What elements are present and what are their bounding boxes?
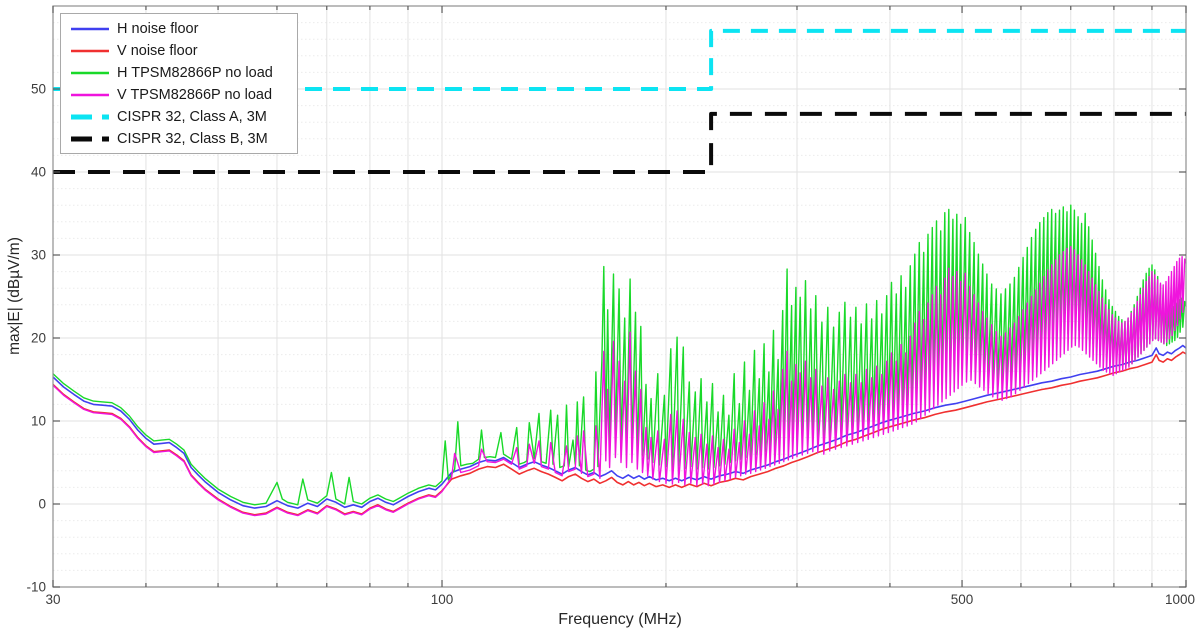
legend-item: CISPR 32, Class B, 3M	[61, 128, 297, 150]
legend-line-sample	[71, 136, 109, 142]
x-tick-label: 500	[951, 592, 974, 607]
x-axis-label: Frequency (MHz)	[558, 611, 682, 628]
y-tick-label: 30	[31, 248, 46, 263]
legend-line-sample	[71, 93, 109, 97]
y-tick-label: 10	[31, 414, 46, 429]
series-line-cispr-32-class-b-3m	[53, 111, 1186, 174]
series-line-v-noise-floor	[52, 351, 1187, 516]
legend-item: V noise floor	[61, 40, 297, 62]
legend-item: CISPR 32, Class A, 3M	[61, 106, 297, 128]
legend-line-sample	[71, 71, 109, 75]
plot-frame-rect	[52, 5, 1187, 588]
legend: H noise floor V noise floor H TPSM82866P n…	[60, 13, 298, 154]
x-tick-label: 30	[45, 592, 60, 607]
series-line-cispr-32-class-a-3m	[53, 28, 1186, 91]
tick-labels: 30 100 500 1000 -10 0 10 20 30 40 50	[26, 82, 1195, 608]
legend-line-sample	[71, 114, 109, 120]
series-line-h-tpsm82866p-no-load	[52, 204, 1187, 506]
legend-item-label: H noise floor	[117, 21, 199, 37]
legend-item: H noise floor	[61, 18, 297, 40]
series-lines	[52, 28, 1187, 517]
y-tick-label: 20	[31, 331, 46, 346]
plot-frame	[52, 5, 1187, 588]
legend-line-sample	[71, 27, 109, 31]
legend-item-label: CISPR 32, Class B, 3M	[117, 131, 268, 147]
x-tick-label: 100	[431, 592, 454, 607]
series-line-v-tpsm82866p-no-load	[52, 246, 1187, 517]
y-tick-label: -10	[26, 580, 46, 595]
axis-ticks	[52, 6, 1187, 588]
legend-item-label: V noise floor	[117, 43, 198, 59]
legend-item-label: CISPR 32, Class A, 3M	[117, 109, 267, 125]
series-line-h-noise-floor	[52, 344, 1187, 509]
x-tick-label: 1000	[1165, 592, 1195, 607]
legend-item-label: H TPSM82866P no load	[117, 65, 273, 81]
y-tick-label: 0	[38, 497, 46, 512]
legend-item: V TPSM82866P no load	[61, 84, 297, 106]
y-axis-label: max|E| (dBµV/m)	[6, 237, 23, 355]
legend-item: H TPSM82866P no load	[61, 62, 297, 84]
y-tick-label: 50	[31, 82, 46, 97]
legend-item-label: V TPSM82866P no load	[117, 87, 273, 103]
legend-line-sample	[71, 49, 109, 53]
y-tick-label: 40	[31, 165, 46, 180]
